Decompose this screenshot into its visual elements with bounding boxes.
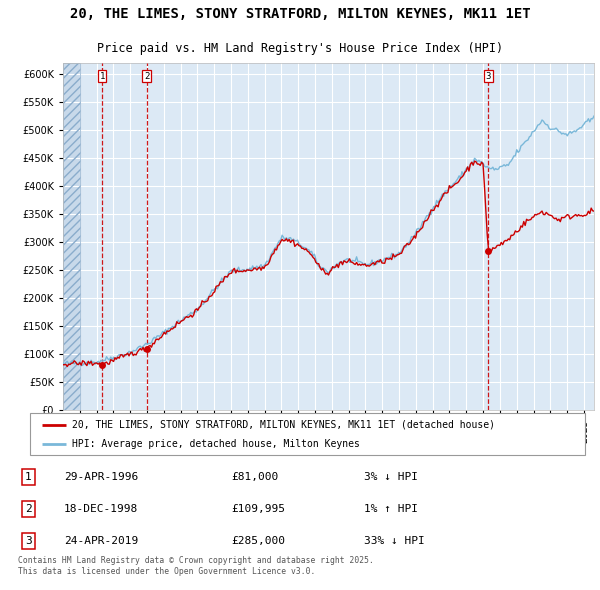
Text: 3: 3 <box>25 536 32 546</box>
Text: 1: 1 <box>100 72 105 81</box>
Text: 33% ↓ HPI: 33% ↓ HPI <box>364 536 424 546</box>
Text: 20, THE LIMES, STONY STRATFORD, MILTON KEYNES, MK11 1ET: 20, THE LIMES, STONY STRATFORD, MILTON K… <box>70 6 530 21</box>
Text: Price paid vs. HM Land Registry's House Price Index (HPI): Price paid vs. HM Land Registry's House … <box>97 42 503 55</box>
Text: £109,995: £109,995 <box>231 504 285 514</box>
Text: £81,000: £81,000 <box>231 472 278 481</box>
Text: 2: 2 <box>144 72 149 81</box>
Text: 24-APR-2019: 24-APR-2019 <box>64 536 139 546</box>
Text: £285,000: £285,000 <box>231 536 285 546</box>
Text: 2: 2 <box>25 504 32 514</box>
Text: Contains HM Land Registry data © Crown copyright and database right 2025.
This d: Contains HM Land Registry data © Crown c… <box>18 556 374 576</box>
Text: 3: 3 <box>485 72 491 81</box>
Bar <box>63 63 80 410</box>
Bar <box>63 63 80 410</box>
FancyBboxPatch shape <box>30 413 585 455</box>
Text: 20, THE LIMES, STONY STRATFORD, MILTON KEYNES, MK11 1ET (detached house): 20, THE LIMES, STONY STRATFORD, MILTON K… <box>71 420 494 430</box>
Text: 18-DEC-1998: 18-DEC-1998 <box>64 504 139 514</box>
Text: HPI: Average price, detached house, Milton Keynes: HPI: Average price, detached house, Milt… <box>71 439 359 449</box>
Text: 1: 1 <box>25 472 32 481</box>
Text: 3% ↓ HPI: 3% ↓ HPI <box>364 472 418 481</box>
Text: 1% ↑ HPI: 1% ↑ HPI <box>364 504 418 514</box>
Text: 29-APR-1996: 29-APR-1996 <box>64 472 139 481</box>
